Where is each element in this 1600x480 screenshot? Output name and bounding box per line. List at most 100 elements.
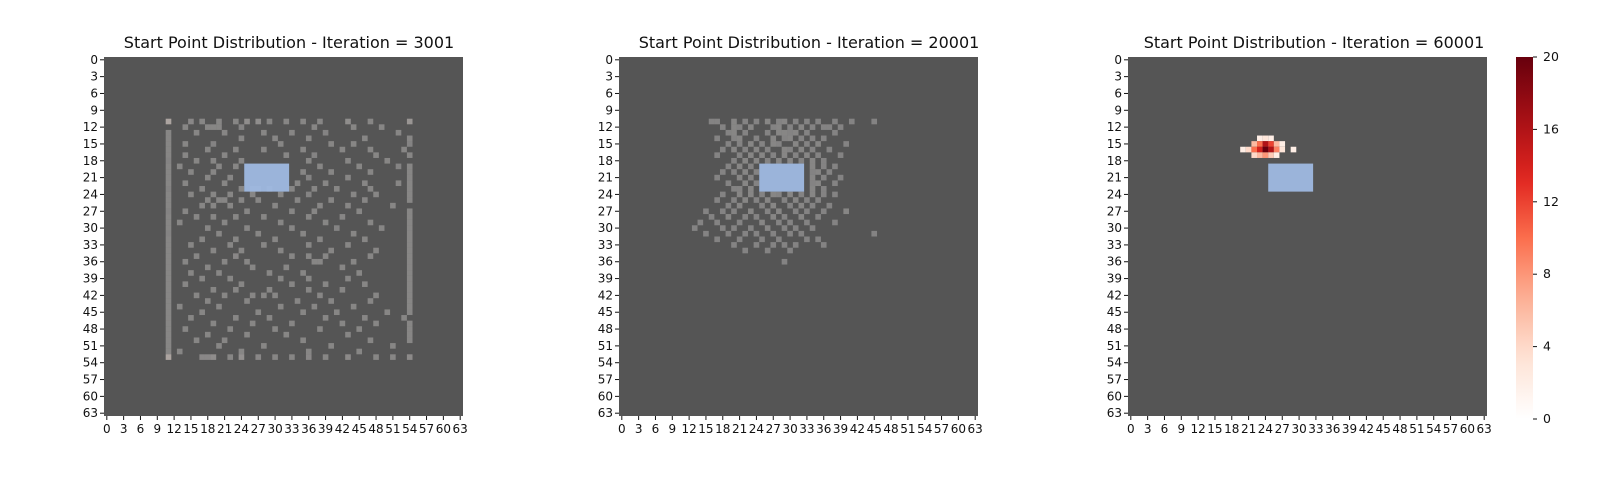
x-tick-label: 3 [120,422,128,436]
heatmap-cell [261,242,267,248]
heatmap-cell [255,354,262,360]
heatmap-cell [322,354,329,360]
heatmap-cell [798,214,805,220]
heatmap-cell [406,118,413,125]
heatmap-cell [798,157,805,164]
heatmap-cell [317,118,323,125]
heatmap-cell [804,236,810,243]
heatmap-cell [406,275,413,282]
heatmap-cell [1251,146,1258,153]
heatmap-cell [210,247,217,254]
heatmap-cell [809,157,816,164]
x-tick-label: 27 [251,422,266,436]
heatmap-cell [1262,141,1269,147]
y-tick-label: 12 [83,120,98,134]
heatmap-cell [165,236,172,243]
heatmap-cell [725,214,732,220]
heatmap-cell [770,124,777,130]
heatmap-cell [345,174,351,181]
heatmap-cells [165,118,413,360]
heatmap-cell [719,124,726,130]
heatmap-cell [406,253,413,259]
heatmap-cell [182,326,189,332]
heatmap-cell [815,152,821,158]
y-tick-label: 60 [1107,389,1122,403]
x-tick-label: 36 [1325,422,1340,436]
heatmap-cell [305,174,312,181]
heatmap-cell [406,258,413,265]
heatmap-cell [249,191,256,198]
heatmap-cell [362,180,368,187]
heatmap-cell [731,225,737,231]
heatmap-cell [165,230,172,237]
heatmap-cell [770,202,777,209]
heatmap-cell [204,298,211,304]
heatmap-cell [792,208,799,215]
y-tick-label: 3 [90,70,98,84]
heatmap-cell [401,146,407,153]
heatmap-cell [748,124,754,130]
heatmap-cell [815,236,821,243]
heatmap-cell [1240,146,1246,153]
heatmap-cell [748,152,754,158]
heatmap-cell [1268,141,1274,147]
heatmap-cell [373,152,379,158]
heatmap-cell [809,163,816,170]
heatmap-cell [753,169,760,175]
heatmap-cell [188,242,194,248]
heatmap-cell [322,253,329,259]
heatmap-cell [300,230,306,237]
heatmap-cell [736,191,743,198]
heatmap-cell [317,292,323,299]
heatmap-cell [1251,141,1258,147]
heatmap-cell [731,124,737,130]
x-tick-label: 21 [732,422,747,436]
heatmap-cell [199,202,205,209]
heatmap-cell [406,141,413,147]
heatmap-cell [165,253,172,259]
heatmap-cell [188,191,194,198]
heatmap-cell [193,157,200,164]
heatmap-cell [216,270,222,276]
heatmap-cell [719,208,726,215]
heatmap-cell [182,258,189,265]
x-tick-label: 57 [934,422,949,436]
heatmap-cell [781,214,788,220]
heatmap-cell [233,253,239,259]
heatmap-cell [719,225,726,231]
colorbar-tick-label: 0 [1543,411,1551,426]
heatmap-cell [1268,135,1274,142]
heatmap-cell [406,281,413,287]
heatmap-cell [367,146,374,153]
colorbar-tick-label: 16 [1543,121,1559,136]
heatmap-cell [748,174,754,181]
heatmap-cell [277,275,284,282]
heatmap-cell [165,180,172,187]
heatmap-cell [406,186,413,192]
heatmap-background [104,57,463,416]
heatmap-cell [742,118,749,125]
heatmap-cell [753,197,760,203]
heatmap-cell [826,146,833,153]
heatmap-cell [300,270,306,276]
heatmap-cell [350,124,357,130]
heatmap-cell [165,281,172,287]
heatmap-cell [283,118,290,125]
y-tick-label: 30 [83,221,98,235]
heatmap-cell [350,230,357,237]
y-tick-label: 3 [605,70,613,84]
heatmap-cell [199,186,205,192]
heatmap-cell [165,292,172,299]
heatmap-cell [210,320,217,327]
heatmap-cell [406,191,413,198]
x-tick-label: 15 [698,422,713,436]
heatmap-cell [390,202,396,209]
heatmap-cell [322,315,329,321]
heatmap-cell [792,197,799,203]
heatmap-cell [289,354,295,360]
heatmap-cell [787,135,793,142]
heatmap-cell [764,225,771,231]
heatmap-cell [809,225,816,231]
heatmap-cell [272,135,278,142]
heatmap-cell [204,146,211,153]
